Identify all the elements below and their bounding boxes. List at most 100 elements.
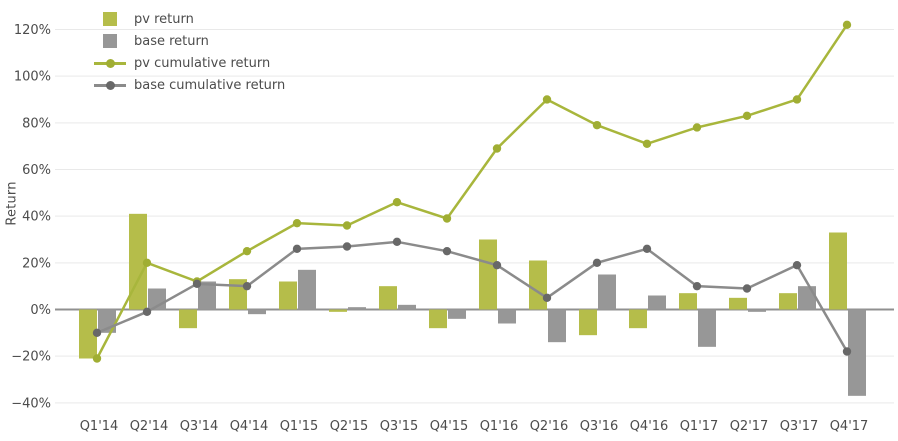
- pv-return-bar[interactable]: [629, 309, 647, 329]
- base-cumulative-point[interactable]: [842, 347, 852, 356]
- x-tick-label: Q4'14: [230, 419, 269, 434]
- base-cumulative-point[interactable]: [742, 284, 752, 293]
- base-cumulative-point[interactable]: [92, 328, 102, 338]
- base-return-bar[interactable]: [198, 281, 216, 310]
- pv-return-bar[interactable]: [329, 309, 347, 312]
- base-cumulative-point[interactable]: [692, 281, 702, 291]
- x-tick-label: Q3'14: [180, 419, 219, 434]
- base-return-bar[interactable]: [748, 309, 766, 312]
- x-tick-label: Q1'15: [280, 419, 319, 434]
- base-cumulative-point[interactable]: [392, 237, 402, 247]
- pv-return-bar[interactable]: [279, 281, 297, 310]
- x-tick-label: Q3'17: [780, 419, 819, 434]
- x-tick-label: Q3'15: [380, 419, 419, 434]
- base-return-bar[interactable]: [798, 286, 816, 310]
- y-tick-label: 120%: [14, 23, 51, 38]
- pv-cumulative-point[interactable]: [692, 123, 702, 132]
- pv-cumulative-point[interactable]: [742, 111, 752, 121]
- pv-return-bar[interactable]: [829, 232, 847, 310]
- base-cumulative-point[interactable]: [792, 260, 802, 270]
- pv-cumulative-line: [95, 24, 849, 360]
- base-return-bar[interactable]: [698, 309, 716, 347]
- base-cumulative-point[interactable]: [192, 279, 202, 289]
- base-return-bar[interactable]: [598, 274, 616, 310]
- x-tick-label: Q1'17: [680, 419, 719, 434]
- base-cumulative-point[interactable]: [342, 242, 352, 251]
- x-tick-label: Q2'17: [730, 419, 769, 434]
- base-cumulative-point[interactable]: [242, 281, 252, 291]
- pv-cumulative-point[interactable]: [442, 214, 452, 223]
- pv-cumulative-point[interactable]: [792, 95, 802, 104]
- x-tick-label: Q4'16: [630, 419, 669, 434]
- legend-item-base-cumulative-return[interactable]: base cumulative return: [92, 76, 285, 94]
- pv-return-bar[interactable]: [79, 309, 97, 359]
- pv-return-bar[interactable]: [429, 309, 447, 329]
- legend-label: base cumulative return: [134, 77, 286, 93]
- legend: pv return base return pv cumulative return…: [92, 10, 285, 94]
- legend-item-base-return[interactable]: base return: [92, 32, 285, 50]
- y-tick-label: 100%: [14, 70, 51, 85]
- pv-cumulative-point[interactable]: [642, 139, 652, 149]
- base-cumulative-point[interactable]: [592, 258, 602, 268]
- base-cumulative-line: [96, 240, 849, 353]
- pv-cumulative-point[interactable]: [342, 221, 352, 230]
- pv-cumulative-point[interactable]: [92, 354, 102, 363]
- pv-cumulative-point[interactable]: [542, 95, 552, 104]
- legend-label: base return: [134, 33, 209, 49]
- base-return-bar[interactable]: [298, 269, 316, 310]
- pv-return-bar[interactable]: [779, 293, 797, 310]
- pv-return-bar[interactable]: [379, 286, 397, 310]
- y-tick-label: 60%: [22, 163, 51, 178]
- x-tick-label: Q2'16: [530, 419, 569, 434]
- x-tick-label: Q1'16: [480, 419, 519, 434]
- x-tick-label: Q1'14: [80, 419, 119, 434]
- pv-cumulative-point[interactable]: [492, 144, 502, 153]
- x-tick-label: Q2'15: [330, 419, 369, 434]
- legend-item-pv-return[interactable]: pv return: [92, 10, 285, 28]
- y-tick-label: −40%: [11, 396, 51, 411]
- legend-swatch-icon: [92, 33, 128, 49]
- base-cumulative-point[interactable]: [542, 293, 552, 303]
- y-tick-label: 0%: [30, 303, 51, 318]
- base-cumulative-point[interactable]: [142, 307, 152, 317]
- pv-cumulative-point[interactable]: [392, 197, 402, 207]
- base-return-bar[interactable]: [348, 307, 366, 310]
- y-tick-label: 40%: [22, 210, 51, 225]
- y-tick-label: 80%: [22, 116, 51, 131]
- base-cumulative-point[interactable]: [492, 260, 502, 270]
- pv-return-bar[interactable]: [579, 309, 597, 336]
- legend-label: pv return: [134, 11, 194, 27]
- pv-return-bar[interactable]: [179, 309, 197, 329]
- y-tick-label: −20%: [11, 350, 51, 365]
- base-cumulative-point[interactable]: [642, 244, 652, 254]
- base-cumulative-point[interactable]: [442, 246, 452, 256]
- x-tick-label: Q2'14: [130, 419, 169, 434]
- base-return-bar[interactable]: [548, 309, 566, 343]
- base-return-bar[interactable]: [848, 309, 866, 396]
- base-return-bar[interactable]: [498, 309, 516, 324]
- y-axis-title: Return: [4, 181, 20, 226]
- pv-return-bar[interactable]: [129, 213, 147, 310]
- pv-cumulative-point[interactable]: [142, 258, 152, 268]
- pv-return-bar[interactable]: [729, 297, 747, 310]
- base-return-bar[interactable]: [448, 309, 466, 319]
- base-return-bar[interactable]: [398, 304, 416, 310]
- legend-line-icon: [92, 55, 128, 71]
- legend-item-pv-cumulative-return[interactable]: pv cumulative return: [92, 54, 285, 72]
- legend-line-icon: [92, 77, 128, 93]
- x-tick-label: Q4'17: [830, 419, 869, 434]
- pv-cumulative-point[interactable]: [242, 246, 252, 256]
- pv-return-bar[interactable]: [679, 293, 697, 310]
- pv-cumulative-point[interactable]: [292, 218, 302, 228]
- base-cumulative-point[interactable]: [292, 244, 302, 254]
- base-return-bar[interactable]: [248, 309, 266, 315]
- y-tick-label: 20%: [22, 256, 51, 271]
- pv-cumulative-point[interactable]: [842, 20, 852, 30]
- pv-return-bar[interactable]: [479, 239, 497, 310]
- pv-cumulative-point[interactable]: [592, 120, 602, 130]
- base-return-bar[interactable]: [648, 295, 666, 310]
- x-tick-label: Q4'15: [430, 419, 469, 434]
- pv-return-bar[interactable]: [529, 260, 547, 310]
